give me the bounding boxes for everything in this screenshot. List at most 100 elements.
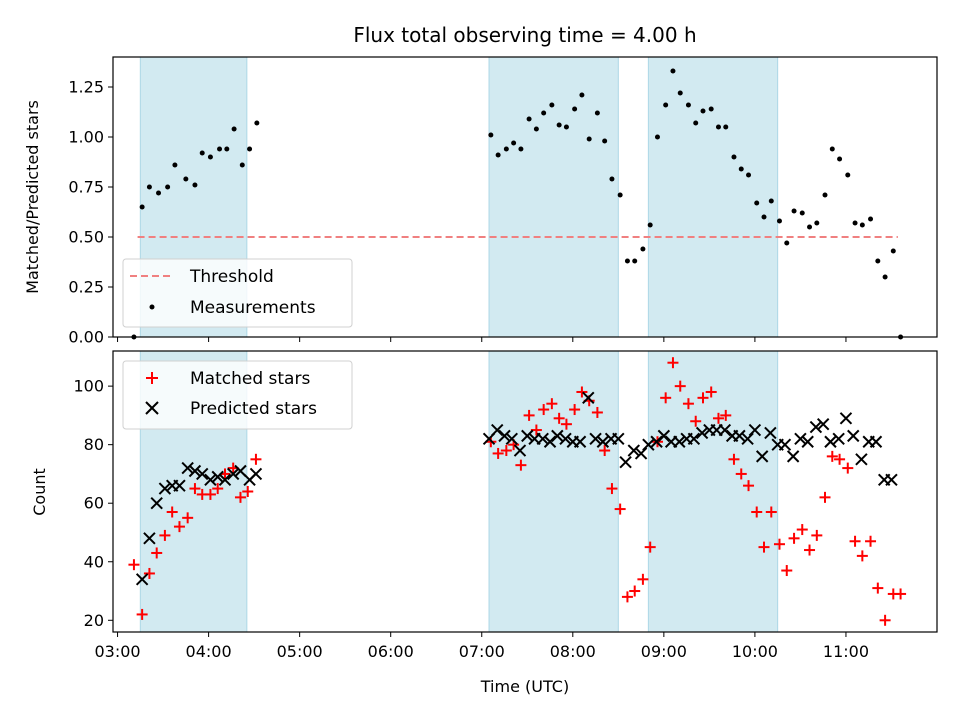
shaded-interval-2 bbox=[647, 350, 779, 633]
predicted-star-points bbox=[135, 391, 898, 586]
measurement-point bbox=[511, 140, 517, 146]
predicted-star-point bbox=[249, 467, 263, 481]
measurement-point bbox=[533, 126, 539, 132]
measurement-point bbox=[247, 146, 253, 152]
matched-star-point bbox=[712, 412, 724, 424]
matched-star-point bbox=[560, 418, 572, 430]
measurement-point bbox=[602, 138, 608, 144]
matched-star-point bbox=[728, 453, 740, 465]
measurement-point bbox=[746, 172, 752, 178]
matched-star-point bbox=[143, 567, 155, 579]
matched-star-point bbox=[204, 488, 216, 500]
measurement-point bbox=[139, 204, 145, 210]
predicted-star-point bbox=[718, 423, 732, 437]
predicted-star-point bbox=[196, 467, 209, 481]
shaded-interval-2 bbox=[647, 56, 779, 338]
matched-star-point bbox=[826, 450, 838, 462]
matched-star-point bbox=[515, 459, 527, 471]
measurement-point bbox=[624, 258, 630, 264]
matched-star-point bbox=[538, 404, 550, 416]
matched-star-point bbox=[674, 380, 686, 392]
measurement-point bbox=[199, 150, 205, 156]
y-tick-label: 80 bbox=[84, 435, 104, 454]
matched-star-point bbox=[751, 506, 763, 518]
measurement-point bbox=[488, 132, 494, 138]
x-tick-label: 10:00 bbox=[732, 642, 778, 661]
measurement-point bbox=[556, 122, 562, 128]
measurement-point bbox=[829, 146, 835, 152]
matched-star-point bbox=[895, 588, 907, 600]
measurement-point bbox=[609, 176, 615, 182]
matched-star-point bbox=[606, 483, 618, 495]
predicted-star-point bbox=[855, 453, 868, 466]
y-tick-label: 1.00 bbox=[68, 128, 104, 147]
top-legend: Threshold Measurements bbox=[122, 258, 353, 328]
measurement-points bbox=[131, 68, 904, 340]
predicted-star-point bbox=[226, 467, 240, 481]
predicted-star-point bbox=[573, 435, 587, 448]
top-panel-x-ticks bbox=[117, 337, 847, 342]
measurement-point bbox=[640, 246, 646, 252]
matched-star-point bbox=[599, 445, 611, 457]
measurement-point bbox=[572, 106, 578, 112]
matched-star-point bbox=[788, 532, 800, 544]
y-tick-label: 40 bbox=[84, 552, 104, 571]
predicted-star-point bbox=[627, 444, 641, 457]
measurement-point bbox=[518, 146, 524, 152]
measurement-point bbox=[837, 156, 843, 162]
matched-star-point bbox=[758, 541, 770, 553]
matched-star-point bbox=[856, 550, 868, 562]
measurement-point bbox=[898, 334, 904, 340]
matched-star-point bbox=[523, 409, 535, 421]
matched-star-point bbox=[660, 392, 672, 404]
measurement-point bbox=[814, 220, 820, 226]
measurement-point bbox=[859, 222, 865, 228]
predicted-star-point bbox=[847, 429, 860, 443]
measurement-point bbox=[192, 182, 198, 188]
shaded-interval-1 bbox=[488, 56, 619, 338]
predicted-star-point bbox=[741, 432, 754, 446]
predicted-star-point bbox=[543, 435, 557, 448]
bottom-panel-y-label: Count bbox=[30, 468, 49, 516]
predicted-star-point bbox=[695, 426, 709, 440]
measurement-point bbox=[708, 106, 714, 112]
measurement-point bbox=[882, 274, 888, 280]
matched-star-point bbox=[743, 480, 755, 492]
measurement-point bbox=[563, 124, 569, 130]
matched-star-point bbox=[250, 453, 262, 465]
measurement-point bbox=[165, 184, 171, 190]
matched-star-point bbox=[166, 506, 178, 518]
legend-matched-swatch bbox=[146, 372, 158, 384]
measurement-point bbox=[549, 102, 555, 108]
matched-star-point bbox=[591, 406, 603, 418]
matched-star-point bbox=[796, 524, 808, 536]
predicted-star-point bbox=[786, 450, 800, 463]
matched-star-point bbox=[234, 491, 246, 503]
measurement-point bbox=[731, 154, 737, 160]
bottom-panel: 20 40 60 80 100 03:00 04:00 05:00 06:00 07:00 08:… bbox=[30, 350, 938, 696]
predicted-star-point bbox=[513, 444, 527, 457]
predicted-star-point bbox=[778, 438, 792, 451]
matched-star-point bbox=[500, 445, 512, 457]
measurement-point bbox=[183, 176, 189, 182]
measurement-point bbox=[617, 192, 623, 198]
measurement-point bbox=[784, 240, 790, 246]
x-tick-label: 05:00 bbox=[277, 642, 323, 661]
matched-star-point bbox=[637, 573, 649, 585]
predicted-star-point bbox=[733, 429, 746, 443]
measurement-point bbox=[670, 68, 676, 74]
legend-predicted-label: Predicted stars bbox=[190, 399, 317, 419]
bottom-panel-frame bbox=[112, 350, 938, 633]
measurement-point bbox=[723, 124, 729, 130]
matched-star-point bbox=[621, 591, 633, 603]
predicted-star-point bbox=[755, 450, 769, 463]
measurement-point bbox=[761, 214, 767, 220]
predicted-star-point bbox=[832, 432, 845, 446]
measurement-point bbox=[131, 334, 137, 340]
legend-predicted-swatch bbox=[145, 401, 159, 415]
top-panel: 0.00 0.25 0.50 0.75 1.00 1.25 Matched/Predict… bbox=[23, 56, 938, 347]
matched-star-point bbox=[834, 453, 846, 465]
measurement-point bbox=[807, 224, 813, 230]
measurement-point bbox=[799, 210, 805, 216]
measurement-point bbox=[503, 146, 509, 152]
